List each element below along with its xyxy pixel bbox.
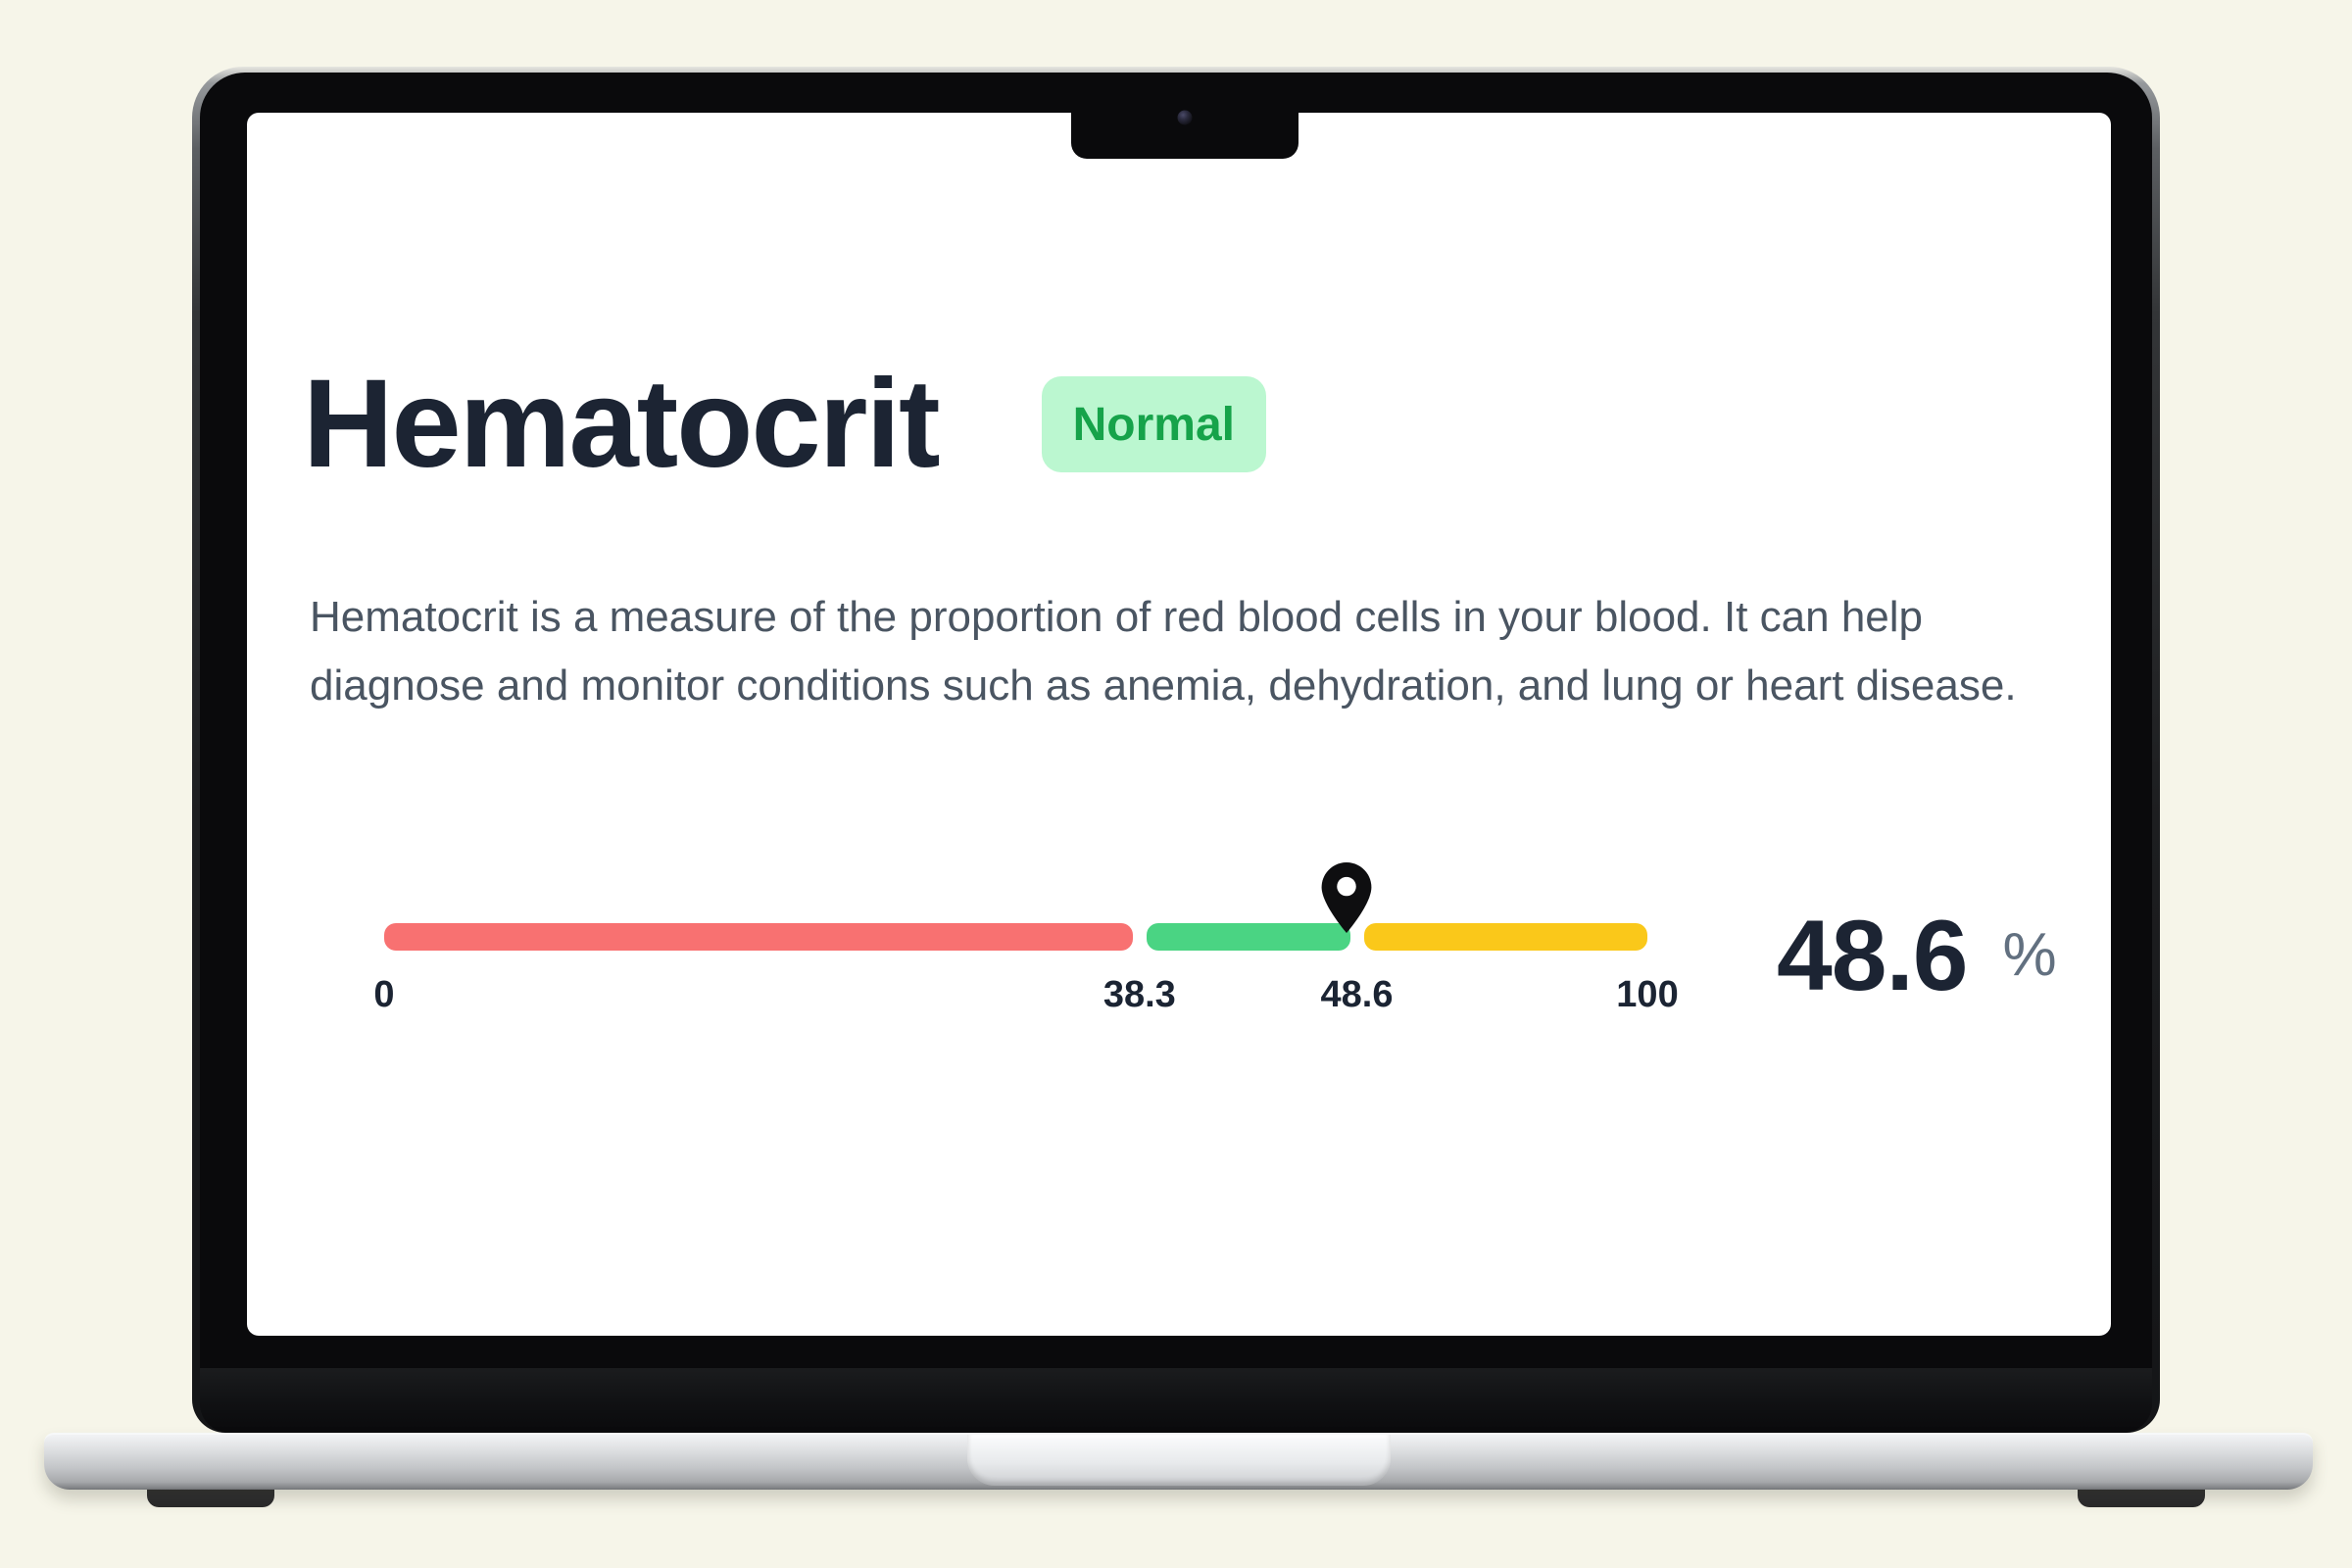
status-badge: Normal bbox=[1041, 376, 1266, 472]
tick-label-low-bound: 38.3 bbox=[1102, 974, 1176, 1015]
laptop-screen: Hematocrit Normal Hematocrit is a measur… bbox=[247, 113, 2111, 1336]
range-bar bbox=[384, 923, 1647, 951]
webcam-icon bbox=[1177, 110, 1193, 125]
tick-label-high-bound: 48.6 bbox=[1320, 974, 1394, 1015]
gauge-tick-labels: 0 38.3 48.6 100 bbox=[373, 974, 1678, 1017]
laptop-lid-groove bbox=[966, 1435, 1391, 1486]
reading-unit: % bbox=[2002, 921, 2057, 989]
tick-label-min: 0 bbox=[373, 974, 395, 1015]
range-segment-normal bbox=[1147, 923, 1350, 951]
reading-value: 48.6 % bbox=[1777, 893, 2057, 1018]
range-gauge: 0 38.3 48.6 100 bbox=[373, 862, 1679, 1015]
reading-number: 48.6 bbox=[1777, 900, 1969, 1011]
page-title: Hematocrit bbox=[303, 354, 941, 494]
camera-notch bbox=[1071, 73, 1298, 159]
range-segment-high bbox=[1363, 923, 1647, 951]
range-segment-low bbox=[384, 923, 1134, 951]
tick-label-max: 100 bbox=[1616, 974, 1679, 1015]
laptop-base bbox=[44, 1433, 2313, 1490]
laptop-lid: Hematocrit Normal Hematocrit is a measur… bbox=[192, 67, 2160, 1433]
laptop-bezel: Hematocrit Normal Hematocrit is a measur… bbox=[200, 73, 2152, 1433]
title-row: Hematocrit Normal bbox=[303, 362, 1266, 487]
marker-pin-icon bbox=[1321, 862, 1372, 933]
metric-description: Hematocrit is a measure of the proportio… bbox=[310, 593, 2017, 710]
health-metric-page: Hematocrit Normal Hematocrit is a measur… bbox=[247, 113, 2111, 1336]
